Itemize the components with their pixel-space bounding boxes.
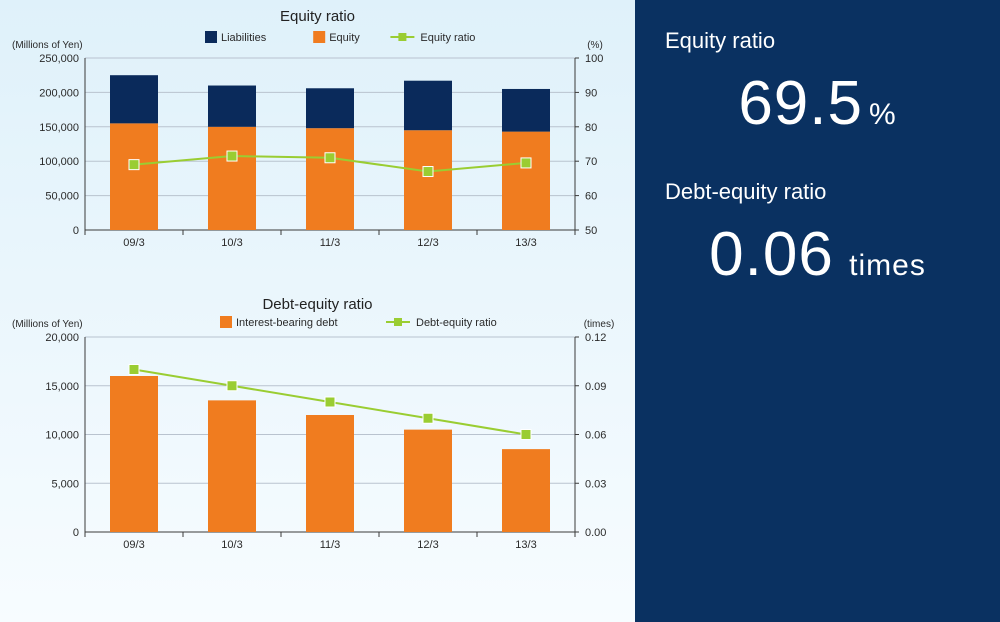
svg-text:Liabilities: Liabilities <box>221 32 267 44</box>
summary-value-equity-ratio: 69.5% <box>665 68 970 139</box>
charts-panel: Equity ratio (Millions of Yen) (%) 0 50,000… <box>0 0 635 622</box>
debt-equity-ratio-chart: (Millions of Yen) (times) 0 5,000 10,000 15,0… <box>0 292 635 612</box>
svg-text:100,000: 100,000 <box>39 156 79 168</box>
svg-text:09/3: 09/3 <box>123 237 144 249</box>
svg-text:(Millions of Yen): (Millions of Yen) <box>12 319 83 330</box>
svg-text:50,000: 50,000 <box>45 191 79 203</box>
svg-text:11/3: 11/3 <box>320 539 341 551</box>
summary-number: 69.5 <box>738 69 863 138</box>
svg-text:10,000: 10,000 <box>45 430 79 442</box>
svg-text:Debt-equity ratio: Debt-equity ratio <box>416 317 497 329</box>
svg-text:Interest-bearing debt: Interest-bearing debt <box>236 317 338 329</box>
summary-number: 0.06 <box>709 220 834 289</box>
svg-text:250,000: 250,000 <box>39 53 79 65</box>
svg-text:Equity: Equity <box>329 32 360 44</box>
svg-text:10/3: 10/3 <box>221 539 242 551</box>
svg-text:13/3: 13/3 <box>515 539 536 551</box>
svg-text:100: 100 <box>585 53 603 65</box>
svg-text:0.06: 0.06 <box>585 430 606 442</box>
svg-text:(times): (times) <box>584 319 615 330</box>
svg-text:20,000: 20,000 <box>45 332 79 344</box>
svg-text:150,000: 150,000 <box>39 122 79 134</box>
svg-text:0.03: 0.03 <box>585 478 606 490</box>
svg-text:12/3: 12/3 <box>417 539 438 551</box>
svg-text:0.12: 0.12 <box>585 332 606 344</box>
svg-text:0: 0 <box>73 225 79 237</box>
equity-ratio-chart: (Millions of Yen) (%) 0 50,000 100,000 150,00… <box>0 0 635 290</box>
svg-text:(%): (%) <box>587 40 603 51</box>
svg-text:10/3: 10/3 <box>221 237 242 249</box>
summary-label-equity-ratio: Equity ratio <box>665 28 970 54</box>
svg-text:70: 70 <box>585 156 597 168</box>
svg-text:0.00: 0.00 <box>585 527 606 539</box>
svg-text:12/3: 12/3 <box>417 237 438 249</box>
svg-text:5,000: 5,000 <box>51 478 79 490</box>
svg-text:50: 50 <box>585 225 597 237</box>
summary-panel: Equity ratio 69.5% Debt-equity ratio 0.0… <box>635 0 1000 622</box>
svg-text:80: 80 <box>585 122 597 134</box>
svg-text:0: 0 <box>73 527 79 539</box>
summary-label-debt-equity: Debt-equity ratio <box>665 179 970 205</box>
svg-text:0.09: 0.09 <box>585 381 606 393</box>
svg-text:13/3: 13/3 <box>515 237 536 249</box>
summary-unit: times <box>840 249 926 282</box>
svg-text:90: 90 <box>585 87 597 99</box>
svg-text:11/3: 11/3 <box>320 237 341 249</box>
svg-text:(Millions of Yen): (Millions of Yen) <box>12 40 83 51</box>
summary-value-debt-equity: 0.06 times <box>665 219 970 290</box>
svg-text:15,000: 15,000 <box>45 381 79 393</box>
svg-text:200,000: 200,000 <box>39 87 79 99</box>
svg-text:09/3: 09/3 <box>123 539 144 551</box>
svg-text:60: 60 <box>585 191 597 203</box>
svg-text:Equity ratio: Equity ratio <box>420 32 475 44</box>
summary-unit: % <box>869 98 897 131</box>
